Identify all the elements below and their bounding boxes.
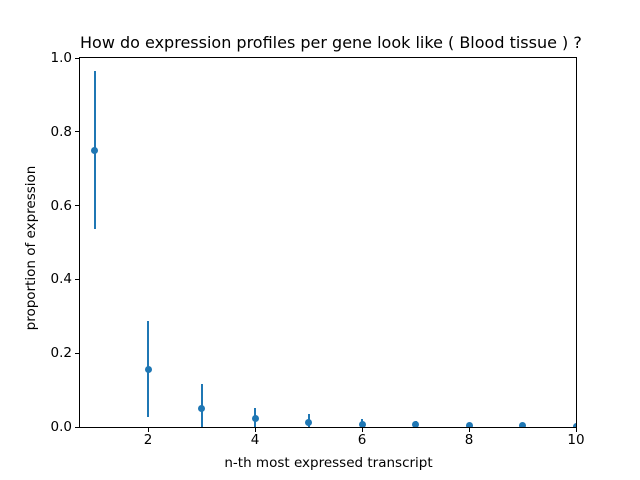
x-tick-mark — [468, 428, 470, 432]
y-axis-label: proportion of expression — [23, 165, 39, 331]
y-tick-label: 0.0 — [50, 419, 72, 435]
data-point-marker — [251, 415, 259, 423]
data-point-marker — [412, 421, 420, 427]
x-tick-mark — [575, 428, 577, 432]
x-tick-label: 6 — [357, 432, 367, 448]
x-tick-label: 4 — [250, 432, 260, 448]
x-tick-label: 2 — [143, 432, 153, 448]
x-tick-mark — [147, 428, 149, 432]
y-tick-mark — [75, 205, 79, 207]
x-tick-label: 10 — [567, 432, 585, 448]
data-point-marker — [465, 422, 473, 427]
y-tick-mark — [75, 57, 79, 59]
data-point-marker — [572, 422, 576, 427]
x-tick-mark — [254, 428, 256, 432]
data-point-marker — [198, 404, 206, 412]
y-tick-mark — [75, 426, 79, 428]
data-point-marker — [144, 365, 152, 373]
data-point-marker — [305, 418, 313, 426]
y-tick-label: 0.2 — [50, 345, 72, 362]
x-axis-label: n-th most expressed transcript — [224, 455, 433, 471]
x-tick-label: 8 — [464, 432, 474, 448]
y-tick-mark — [75, 352, 79, 354]
y-tick-label: 1.0 — [50, 50, 72, 66]
data-point-marker — [519, 422, 526, 427]
plot-area — [79, 57, 577, 428]
data-point-marker — [358, 420, 366, 427]
y-tick-label: 0.6 — [50, 197, 72, 214]
y-tick-mark — [75, 278, 79, 280]
y-tick-label: 0.4 — [50, 271, 72, 288]
y-tick-mark — [75, 131, 79, 133]
x-tick-mark — [361, 428, 363, 432]
data-point-marker — [91, 146, 99, 154]
chart-title: How do expression profiles per gene look… — [80, 33, 582, 52]
y-tick-label: 0.8 — [50, 123, 72, 140]
